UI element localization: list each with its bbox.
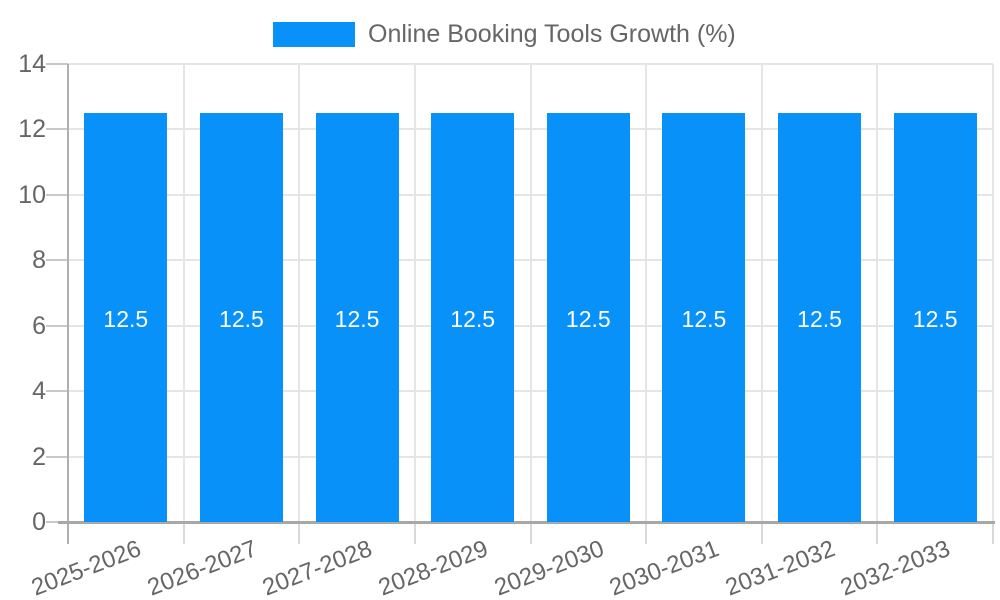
x-axis-tick [760,522,763,544]
y-axis-tick-label: 8 [32,246,46,275]
x-axis-tick [529,522,532,544]
y-axis-tick [46,390,68,393]
y-axis-line [67,64,69,544]
y-axis-tick-label: 12 [18,115,46,144]
x-axis-tick [182,522,185,544]
bar-value-label: 12.5 [334,305,380,332]
bar-value-label: 12.5 [219,305,264,332]
x-axis-tick [413,522,416,544]
bar[interactable] [893,113,977,522]
bar[interactable] [199,113,283,522]
x-axis-category-label: 2031-2032 [721,535,839,600]
x-axis-line [58,521,995,524]
y-axis-tick [46,259,68,262]
y-axis-tick [46,324,68,327]
y-axis-tick [46,63,68,65]
bar-value-label: 12.5 [450,305,496,332]
x-axis-tick [298,522,301,544]
x-axis-category-label: 2027-2028 [259,535,377,600]
x-gridline [992,64,994,522]
bar[interactable] [778,113,862,522]
bar-value-label: 12.5 [681,305,727,332]
x-axis-tick [992,522,994,544]
bar-value-label: 12.5 [565,305,611,332]
y-axis-tick [46,455,68,458]
bar-value-label: 12.5 [912,305,958,332]
x-axis-category-label: 2029-2030 [490,535,608,600]
x-axis-category-label: 2030-2031 [606,535,723,600]
legend-label: Online Booking Tools Growth (%) [368,20,736,48]
y-axis-tick [46,521,68,523]
y-axis-tick-label: 4 [32,377,46,406]
y-axis-tick [46,128,68,131]
y-axis-tick-label: 2 [32,442,46,471]
x-gridline [760,64,763,522]
bar[interactable] [315,113,399,522]
x-gridline [182,64,185,522]
bar[interactable] [546,113,630,522]
x-gridline [529,64,532,522]
legend-item[interactable]: Online Booking Tools Growth (%) [273,20,736,49]
y-axis-tick-label: 14 [18,50,46,78]
x-gridline [645,64,648,522]
x-axis-category-label: 2028-2029 [374,535,492,600]
x-axis-category-label: 2025-2026 [27,535,145,600]
y-axis-tick-label: 6 [32,311,46,340]
x-axis-category-label: 2026-2027 [143,535,261,600]
bar-value-label: 12.5 [103,305,149,332]
x-axis-tick [645,522,648,544]
bar[interactable] [431,113,515,522]
bar[interactable] [84,113,168,522]
y-axis-tick-label: 0 [32,508,46,536]
y-axis-tick [46,193,68,196]
x-gridline [413,64,416,522]
bar-value-label: 12.5 [797,305,842,332]
bar[interactable] [662,113,746,522]
y-axis-tick-label: 10 [18,180,46,209]
x-gridline [876,64,879,522]
legend-color-swatch [273,22,355,47]
x-axis-tick [876,522,879,544]
x-gridline [298,64,301,522]
x-axis-category-label: 2032-2033 [837,535,955,600]
